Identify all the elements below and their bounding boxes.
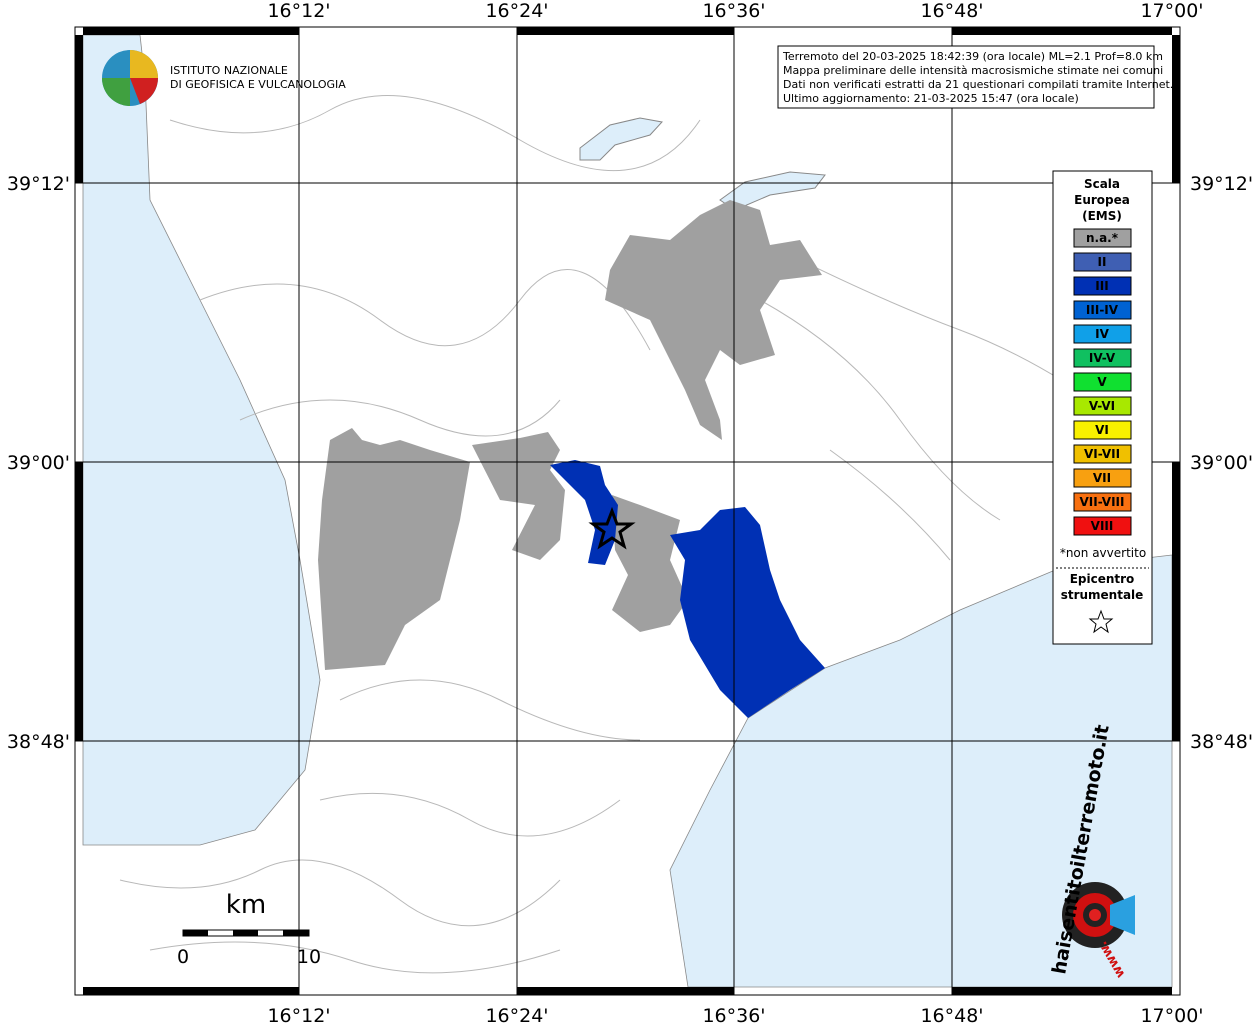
lon-label: 17°00': [1140, 0, 1203, 22]
legend-swatch: [1073, 300, 1132, 320]
lat-label: 39°12': [7, 173, 70, 195]
legend-swatch: [1073, 372, 1132, 392]
scale-bar: km 0 10: [177, 890, 321, 968]
legend-title: Scala: [1084, 177, 1120, 191]
legend-label: VIII: [1091, 519, 1114, 533]
legend-label: IV: [1095, 327, 1109, 341]
frame-segment: [75, 35, 83, 183]
lon-label: 16°12': [267, 1005, 330, 1024]
lon-label: 16°24': [485, 1005, 548, 1024]
lat-label: 39°12': [1190, 173, 1253, 195]
legend-swatch: [1073, 228, 1132, 248]
legend-epicenter: strumentale: [1061, 588, 1144, 602]
region-na: [472, 432, 565, 560]
legend-swatch: [1073, 444, 1132, 464]
intensity-regions: [318, 200, 825, 718]
logo-text: DI GEOFISICA E VULCANOLOGIA: [170, 78, 346, 91]
lon-label: 16°12': [267, 0, 330, 22]
lat-label: 39°00': [7, 452, 70, 474]
legend-swatch: [1073, 324, 1132, 344]
region-na: [612, 495, 688, 632]
legend-note: *non avvertito: [1060, 546, 1146, 560]
lon-label: 16°36': [702, 1005, 765, 1024]
map-frame: 16°12' 16°12' 16°24' 16°24' 16°36' 16°36' 16°4…: [7, 0, 1253, 1024]
info-line: Ultimo aggiornamento: 21-03-2025 15:47 (…: [783, 92, 1079, 105]
legend-label: n.a.*: [1086, 231, 1119, 245]
epicenter-star: [588, 506, 636, 550]
legend-label: III: [1095, 279, 1108, 293]
frame-segment: [1172, 462, 1180, 741]
legend: ScalaEuropea(EMS)n.a.*IIIIIIII-IVIVIV-VV…: [1052, 170, 1153, 645]
lake: [579, 117, 663, 161]
info-text: Terremoto del 20-03-2025 18:42:39 (ora l…: [782, 50, 1173, 105]
legend-swatch: [1073, 252, 1132, 272]
frame-segment: [517, 987, 734, 995]
frame-segment: [83, 27, 299, 35]
lat-label: 39°00': [1190, 452, 1253, 474]
legend-label: V: [1097, 375, 1107, 389]
legend-label: V-VI: [1089, 399, 1115, 413]
legend-swatch: [1073, 492, 1132, 512]
ingv-logo: ISTITUTO NAZIONALE DI GEOFISICA E VULCAN…: [102, 50, 346, 106]
scale-label: 0: [177, 946, 189, 968]
lat-label: 38°48': [1190, 731, 1253, 753]
frame-segment: [952, 27, 1172, 35]
frame-segment: [83, 987, 299, 995]
info-box: [777, 45, 1155, 109]
region-na: [318, 428, 470, 670]
info-line: Mappa preliminare delle intensità macros…: [783, 64, 1163, 77]
lon-label: 16°48': [920, 0, 983, 22]
legend-label: VII: [1093, 471, 1111, 485]
lon-label: 16°48': [920, 1005, 983, 1024]
lon-label: 16°24': [485, 0, 548, 22]
lat-label: 38°48': [7, 731, 70, 753]
frame-segment: [952, 987, 1172, 995]
region-na: [605, 200, 822, 440]
frame-segment: [1172, 35, 1180, 183]
legend-swatch: [1073, 396, 1132, 416]
legend-star: [1088, 609, 1114, 634]
legend-title: Europea: [1074, 193, 1130, 207]
legend-title: (EMS): [1082, 209, 1122, 223]
frame-segment: [75, 462, 83, 741]
legend-label: VI-VII: [1084, 447, 1120, 461]
info-line: Dati non verificati estratti da 21 quest…: [783, 78, 1173, 91]
legend-label: VII-VIII: [1079, 495, 1124, 509]
legend-swatch: [1073, 420, 1132, 440]
info-line: Terremoto del 20-03-2025 18:42:39 (ora l…: [782, 50, 1163, 63]
legend-epicenter: Epicentro: [1070, 572, 1135, 586]
graticule: [75, 27, 1180, 995]
logo-text: ISTITUTO NAZIONALE: [170, 64, 288, 77]
legend-label: II: [1098, 255, 1107, 269]
legend-swatch: [1073, 516, 1132, 536]
legend-swatch: [1073, 348, 1132, 368]
scale-label: 10: [297, 946, 321, 968]
lon-label: 17°00': [1140, 1005, 1203, 1024]
legend-label: IV-V: [1089, 351, 1116, 365]
legend-label: VI: [1095, 423, 1109, 437]
region-iii: [670, 507, 825, 718]
legend-swatch: [1073, 276, 1132, 296]
legend-swatch: [1073, 468, 1132, 488]
lon-label: 16°36': [702, 0, 765, 22]
legend-label: III-IV: [1086, 303, 1119, 317]
frame-segment: [517, 27, 734, 35]
scale-unit: km: [226, 890, 266, 920]
